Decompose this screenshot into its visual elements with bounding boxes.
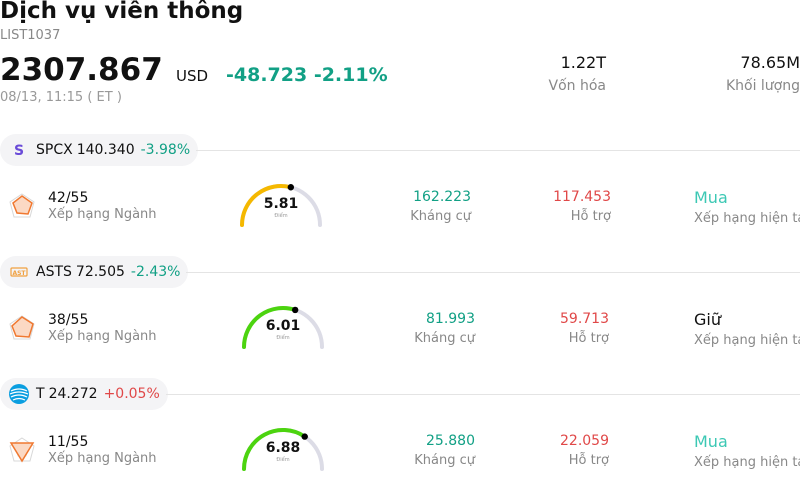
market-cap-label: Vốn hóa — [548, 78, 606, 94]
support-value: 22.059 — [560, 433, 609, 449]
stock-symbol: ASTS — [36, 264, 72, 280]
stock-pill-t[interactable]: T 24.272 +0.05% — [0, 378, 168, 410]
svg-text:S: S — [14, 143, 24, 159]
support-label: Hỗ trợ — [568, 453, 609, 468]
volume-label: Khối lượng — [725, 78, 800, 94]
timestamp: 08/13, 11:15 ( ET ) — [0, 90, 122, 105]
industry-rank-label: Xếp hạng Ngành — [48, 207, 157, 222]
score-gauge: 5.81 Điểm — [236, 176, 326, 232]
row-divider — [186, 272, 800, 273]
att-logo-icon — [8, 383, 30, 405]
industry-rank-radar-icon — [9, 315, 35, 340]
market-cap-value: 1.22T — [560, 53, 606, 72]
industry-rank-label: Xếp hạng Ngành — [48, 451, 157, 466]
resistance-value: 81.993 — [426, 311, 475, 327]
current-rating: Mua — [694, 432, 728, 451]
sector-price: 2307.867 — [0, 52, 163, 88]
svg-text:AST: AST — [12, 270, 26, 277]
stock-price: 140.340 — [76, 142, 135, 158]
industry-rank-value: 38/55 — [48, 312, 89, 328]
resistance-label: Kháng cự — [410, 209, 471, 224]
stock-symbol: SPCX — [36, 142, 73, 158]
stock-price: 72.505 — [75, 264, 125, 280]
industry-rank-label: Xếp hạng Ngành — [48, 329, 157, 344]
industry-rank-radar-icon — [9, 193, 35, 218]
score-gauge-arc — [242, 306, 324, 349]
score-gauge-arc — [242, 428, 324, 471]
stock-price: 24.272 — [48, 386, 98, 402]
support-label: Hỗ trợ — [570, 209, 611, 224]
support-label: Hỗ trợ — [568, 331, 609, 346]
stock-change: +0.05% — [103, 386, 160, 402]
score-gauge: 6.88 Điểm — [238, 420, 328, 476]
support-value: 59.713 — [560, 311, 609, 327]
sector-change: -48.723 -2.11% — [226, 64, 388, 86]
ast-logo-icon: AST — [8, 261, 30, 283]
score-label: Điểm — [274, 213, 288, 219]
support-value: 117.453 — [553, 189, 611, 205]
score-value: 6.88 — [265, 440, 301, 456]
current-rating-label: Xếp hạng hiện tại — [694, 455, 800, 470]
industry-rank-value: 42/55 — [48, 190, 89, 206]
volume-value: 78.65M — [740, 53, 800, 72]
industry-rank-radar-icon — [9, 437, 35, 463]
current-rating-label: Xếp hạng hiện tại — [694, 333, 800, 348]
resistance-value: 162.223 — [413, 189, 471, 205]
sector-code: LIST1037 — [0, 28, 61, 43]
stock-change: -3.98% — [140, 142, 191, 158]
current-rating-label: Xếp hạng hiện tại — [694, 211, 800, 226]
score-gauge: 6.01 Điểm — [238, 298, 328, 354]
row-divider — [196, 150, 800, 151]
resistance-value: 25.880 — [426, 433, 475, 449]
score-label: Điểm — [276, 457, 290, 463]
current-rating: Giữ — [694, 310, 721, 329]
page-title: Dịch vụ viễn thông — [0, 0, 244, 24]
score-value: 5.81 — [263, 196, 299, 212]
resistance-label: Kháng cự — [414, 331, 475, 346]
stock-symbol: T — [36, 386, 45, 402]
stock-pill-spcx[interactable]: S SPCX 140.340 -3.98% — [0, 134, 199, 166]
resistance-label: Kháng cự — [414, 453, 475, 468]
stock-change: -2.43% — [130, 264, 181, 280]
industry-rank-value: 11/55 — [48, 434, 89, 450]
row-divider — [166, 394, 800, 395]
score-label: Điểm — [276, 335, 290, 341]
current-rating: Mua — [694, 188, 728, 207]
currency-label: USD — [176, 67, 209, 85]
score-value: 6.01 — [265, 318, 301, 334]
spacex-logo-icon: S — [8, 139, 30, 161]
score-gauge-arc — [240, 184, 322, 227]
stock-pill-asts[interactable]: AST ASTS 72.505 -2.43% — [0, 256, 189, 288]
